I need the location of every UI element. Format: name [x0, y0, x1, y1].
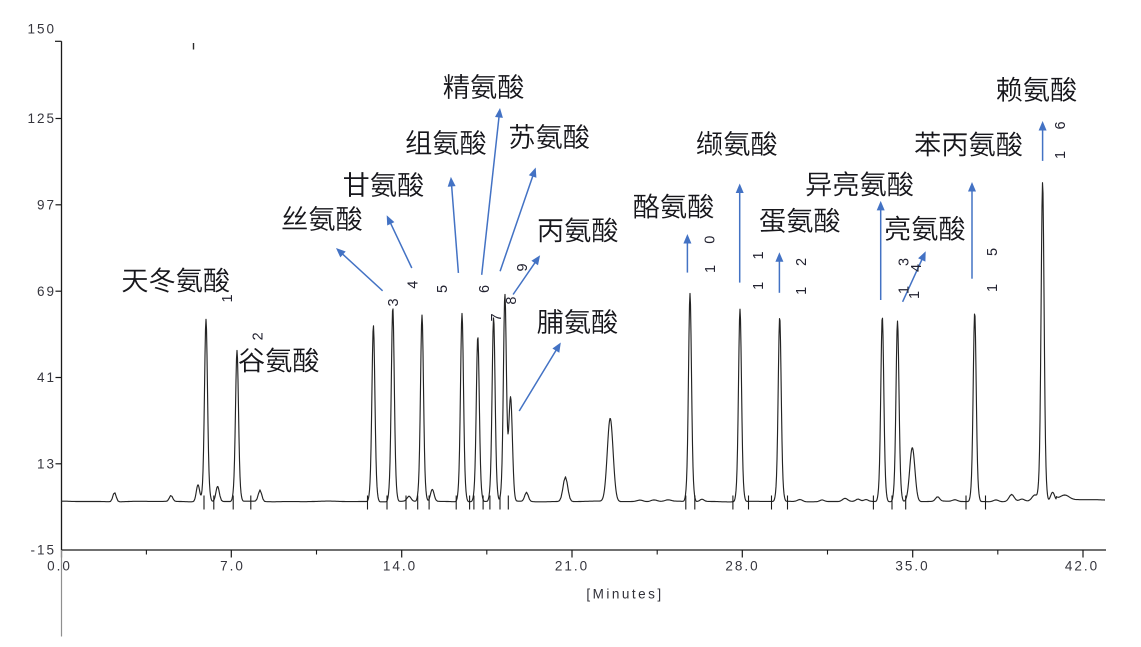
- svg-text:1: 1: [794, 287, 810, 295]
- svg-text:7: 7: [489, 313, 505, 321]
- svg-text:28.0: 28.0: [725, 559, 759, 574]
- svg-text:69: 69: [37, 284, 56, 299]
- svg-text:8: 8: [504, 297, 520, 305]
- svg-text:97: 97: [37, 198, 56, 213]
- svg-text:1: 1: [985, 284, 1001, 292]
- svg-text:4: 4: [909, 264, 925, 272]
- svg-text:35.0: 35.0: [895, 559, 929, 574]
- svg-text:6: 6: [477, 285, 493, 293]
- svg-text:0.0: 0.0: [47, 559, 72, 574]
- svg-text:1: 1: [897, 286, 913, 294]
- svg-text:1: 1: [751, 282, 767, 290]
- svg-text:41: 41: [37, 370, 56, 385]
- svg-text:42.0: 42.0: [1065, 559, 1099, 574]
- svg-text:1: 1: [703, 265, 719, 273]
- svg-text:0: 0: [703, 236, 719, 244]
- svg-text:1: 1: [907, 291, 923, 299]
- svg-text:125: 125: [27, 111, 56, 126]
- svg-text:2: 2: [794, 258, 810, 266]
- svg-text:13: 13: [37, 457, 56, 472]
- svg-text:3: 3: [386, 298, 402, 306]
- svg-text:9: 9: [515, 263, 531, 271]
- svg-text:21.0: 21.0: [555, 559, 589, 574]
- svg-text:4: 4: [406, 281, 422, 289]
- svg-text:6: 6: [1053, 121, 1069, 129]
- svg-text:5: 5: [985, 248, 1001, 256]
- svg-text:14.0: 14.0: [383, 559, 417, 574]
- svg-text:1: 1: [751, 251, 767, 259]
- svg-text:150: 150: [27, 22, 56, 37]
- svg-text:-15: -15: [30, 543, 56, 558]
- svg-text:1: 1: [220, 294, 236, 302]
- svg-text:7.0: 7.0: [220, 559, 245, 574]
- svg-text:3: 3: [897, 258, 913, 266]
- svg-text:1: 1: [1053, 151, 1069, 159]
- svg-text:[Minutes]: [Minutes]: [586, 587, 663, 602]
- svg-text:5: 5: [435, 285, 451, 293]
- svg-text:2: 2: [251, 332, 267, 340]
